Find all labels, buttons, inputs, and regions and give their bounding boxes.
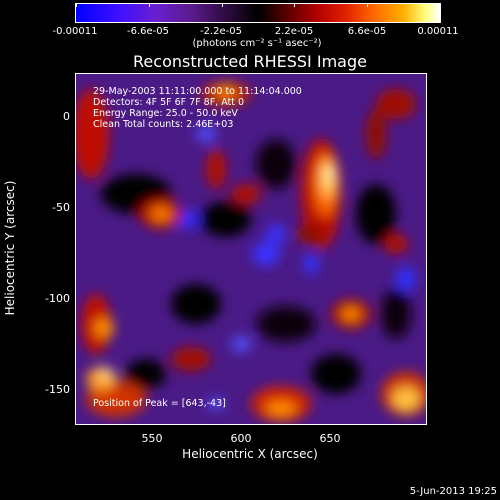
image-title: Reconstructed RHESSI Image <box>133 52 367 71</box>
y-tick-label: 0 <box>63 110 70 123</box>
peak-position: Position of Peak = [643,-43] <box>93 398 226 409</box>
observation-time: 29-May-2003 11:11:00.000 to 11:14:04.000 <box>93 86 302 97</box>
x-tick-label: 650 <box>319 432 341 445</box>
rhessi-image-map <box>76 74 426 424</box>
x-tick-label: 550 <box>141 432 163 445</box>
colorbar <box>75 3 441 23</box>
detectors-info: Detectors: 4F 5F 6F 7F 8F, Att 0 <box>93 97 245 108</box>
y-axis-label: Heliocentric Y (arcsec) <box>3 180 17 316</box>
y-tick-label: -150 <box>45 383 70 396</box>
colorbar-units: (photons cm⁻² s⁻¹ asec⁻²) <box>192 38 322 49</box>
x-tick-label: 600 <box>230 432 252 445</box>
y-tick-label: -100 <box>45 292 70 305</box>
energy-range: Energy Range: 25.0 - 50.0 keV <box>93 108 238 119</box>
colorbar-tick-label: 6.6e-05 <box>347 26 387 37</box>
plot-timestamp: 5-Jun-2013 19:25 <box>409 486 497 497</box>
y-tick-label: -50 <box>52 201 70 214</box>
colorbar-tick-label: 2.2e-05 <box>274 26 314 37</box>
x-axis-label: Heliocentric X (arcsec) <box>182 447 318 461</box>
colorbar-tick-label: 0.00011 <box>417 26 459 37</box>
clean-total-counts: Clean Total counts: 2.46E+03 <box>93 119 234 130</box>
rhessi-image <box>75 73 427 425</box>
colorbar-tick-label: -0.00011 <box>52 26 98 37</box>
colorbar-tick-label: -2.2e-05 <box>200 26 242 37</box>
colorbar-tick-label: -6.6e-05 <box>127 26 169 37</box>
